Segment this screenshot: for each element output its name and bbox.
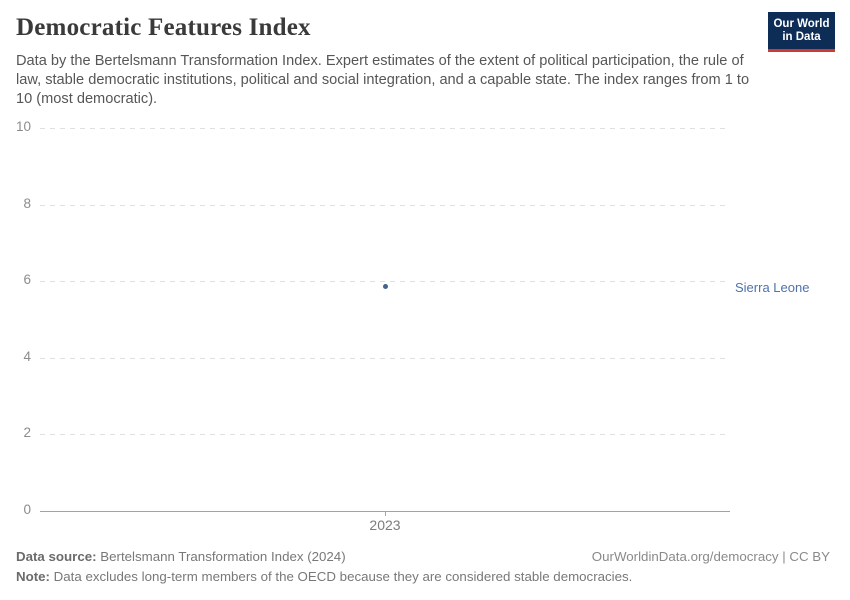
gridline [40,128,730,129]
y-tick-label: 4 [23,348,31,364]
x-tick-mark [385,511,386,516]
y-tick-label: 10 [15,119,31,134]
gridline [40,281,730,283]
note-value: Data excludes long-term members of the O… [49,569,633,584]
entity-label-sierra-leone[interactable]: Sierra Leone [735,279,810,295]
attribution-link[interactable]: OurWorldinData.org/democracy | CC BY [591,549,830,564]
chart-subtitle: Data by the Bertelsmann Transformation I… [16,53,750,107]
page-title: Democratic Features Index [16,14,311,41]
owid-logo[interactable]: Our World in Data [768,12,835,52]
data-source-text: Data source: Bertelsmann Transformation … [16,549,346,564]
note-label: Note: [16,569,50,584]
y-tick-label: 8 [23,195,31,211]
data-point-sierra-leone[interactable] [382,284,388,290]
note-text: Note: Data excludes long-term members of… [16,569,632,584]
gridline [40,357,730,359]
owid-logo-line1: Our World [773,17,830,30]
data-source-label: Data source: [16,549,97,564]
gridline [40,204,730,206]
y-tick-label: 2 [23,425,31,441]
data-source-value: Bertelsmann Transformation Index (2024) [96,549,346,564]
x-tick-label: 2023 [369,517,401,533]
owid-logo-line2: in Data [782,30,821,43]
gridline [40,434,730,436]
y-tick-label: 0 [23,502,31,517]
y-tick-label: 6 [23,272,31,288]
